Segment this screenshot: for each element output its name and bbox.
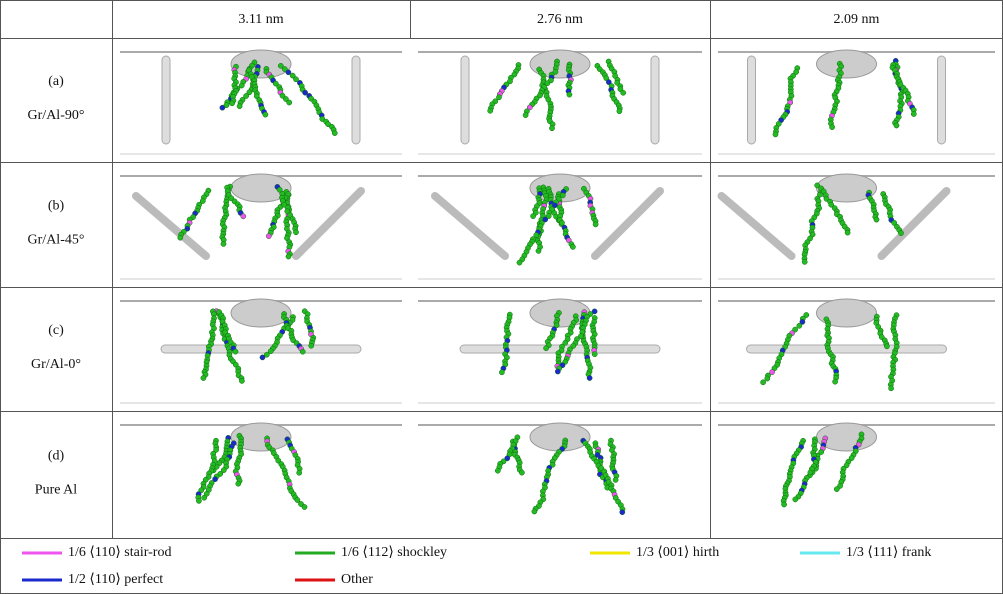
dislocation-dot <box>233 349 238 354</box>
dislocation-dot <box>797 323 802 328</box>
dislocation-dot <box>555 369 560 374</box>
dislocation-dot <box>544 346 549 351</box>
dislocation-dot <box>517 260 522 265</box>
gb-bar <box>748 56 756 144</box>
column-header: 3.11 nm <box>238 12 283 27</box>
dislocation-dot <box>220 105 225 110</box>
gb-bar <box>651 56 659 144</box>
legend-label: 1/6 ⟨110⟩ stair-rod <box>68 545 171 560</box>
dislocation-dot <box>488 108 493 113</box>
dislocation-dot <box>833 379 838 384</box>
dislocation-dot <box>773 132 778 137</box>
dislocation-dot <box>293 230 298 235</box>
dislocation-dot <box>287 100 292 105</box>
row-material: Gr/Al-90° <box>28 108 85 123</box>
dislocation-dot <box>830 125 835 130</box>
legend-label: 1/3 ⟨001⟩ hirth <box>636 545 719 560</box>
row-label: (a) <box>48 74 64 89</box>
dislocation-dot <box>496 95 501 100</box>
dislocation-dot <box>286 70 291 75</box>
dislocation-dot <box>523 113 528 118</box>
dislocation-dot <box>260 355 265 360</box>
dislocation-dot <box>898 231 903 236</box>
dislocation-dot <box>567 92 572 97</box>
legend-label: Other <box>341 572 373 587</box>
dislocation-dot <box>519 470 524 475</box>
dislocation-dot <box>266 234 271 239</box>
dislocation-dot <box>782 502 787 507</box>
dislocation-dot <box>592 352 597 357</box>
dislocation-dot <box>621 90 626 95</box>
legend-label: 1/6 ⟨112⟩ shockley <box>341 545 447 560</box>
figure-table: 3.11 nm 2.76 nm 2.09 nm (a) Gr/Al-90° (b) Gr/A… <box>0 0 1003 594</box>
dislocation-dot <box>202 495 207 500</box>
dislocation-dot <box>300 349 305 354</box>
dislocation-dot <box>499 370 504 375</box>
dislocation-dot <box>263 112 268 117</box>
dislocation-dot <box>221 241 226 246</box>
indent-blob <box>817 50 877 78</box>
gb-bar <box>352 56 360 144</box>
dislocation-dot <box>559 220 564 225</box>
dislocation-dot <box>587 375 592 380</box>
legend-label: 1/2 ⟨110⟩ perfect <box>68 572 163 587</box>
dislocation-dot <box>495 468 500 473</box>
dislocation-dot <box>570 244 575 249</box>
dislocation-dot <box>286 254 291 259</box>
dislocation-dot <box>834 487 839 492</box>
dislocation-dot <box>196 498 201 503</box>
dislocation-dot <box>309 343 314 348</box>
column-header: 2.09 nm <box>834 12 880 27</box>
dislocation-dot <box>230 101 235 106</box>
gb-bar <box>161 345 361 353</box>
dislocation-dot <box>302 504 307 509</box>
dislocation-dot <box>532 509 537 514</box>
dislocation-dot <box>332 131 337 136</box>
dislocation-dot <box>620 510 625 515</box>
indent-blob <box>530 423 590 451</box>
dislocation-dot <box>241 214 246 219</box>
dislocation-dot <box>237 104 242 109</box>
dislocation-dot <box>765 376 770 381</box>
gb-bar <box>461 56 469 144</box>
dislocation-dot <box>889 386 894 391</box>
dislocation-dot <box>894 123 899 128</box>
row-material: Gr/Al-45° <box>28 233 85 248</box>
dislocation-dot <box>884 344 889 349</box>
legend-label: 1/3 ⟨111⟩ frank <box>846 545 931 560</box>
row-label: (c) <box>48 323 64 338</box>
gb-bar <box>747 345 947 353</box>
dislocation-dot <box>297 470 302 475</box>
dislocation-dot <box>613 477 618 482</box>
dislocation-dot <box>178 235 183 240</box>
dislocation-dot <box>761 380 766 385</box>
dislocation-dot <box>531 214 536 219</box>
gb-bar <box>162 56 170 144</box>
dislocation-dot <box>593 222 598 227</box>
dislocation-dot <box>808 470 813 475</box>
row-label: (d) <box>48 449 65 464</box>
dislocation-dot <box>236 481 241 486</box>
gb-bar <box>938 56 946 144</box>
dislocation-dot <box>201 375 206 380</box>
dislocation-dot <box>802 259 807 264</box>
dislocation-dot <box>617 109 622 114</box>
dislocation-dot <box>911 111 916 116</box>
row-material: Pure Al <box>35 483 78 498</box>
dislocation-dot <box>239 378 244 383</box>
dislocation-dot <box>793 497 798 502</box>
dislocation-dot <box>874 217 879 222</box>
dislocation-dot <box>845 230 850 235</box>
row-material: Gr/Al-0° <box>31 357 81 372</box>
dislocation-dot <box>549 126 554 131</box>
row-label: (b) <box>48 199 65 214</box>
column-header: 2.76 nm <box>537 12 583 27</box>
dislocation-dot <box>536 248 541 253</box>
